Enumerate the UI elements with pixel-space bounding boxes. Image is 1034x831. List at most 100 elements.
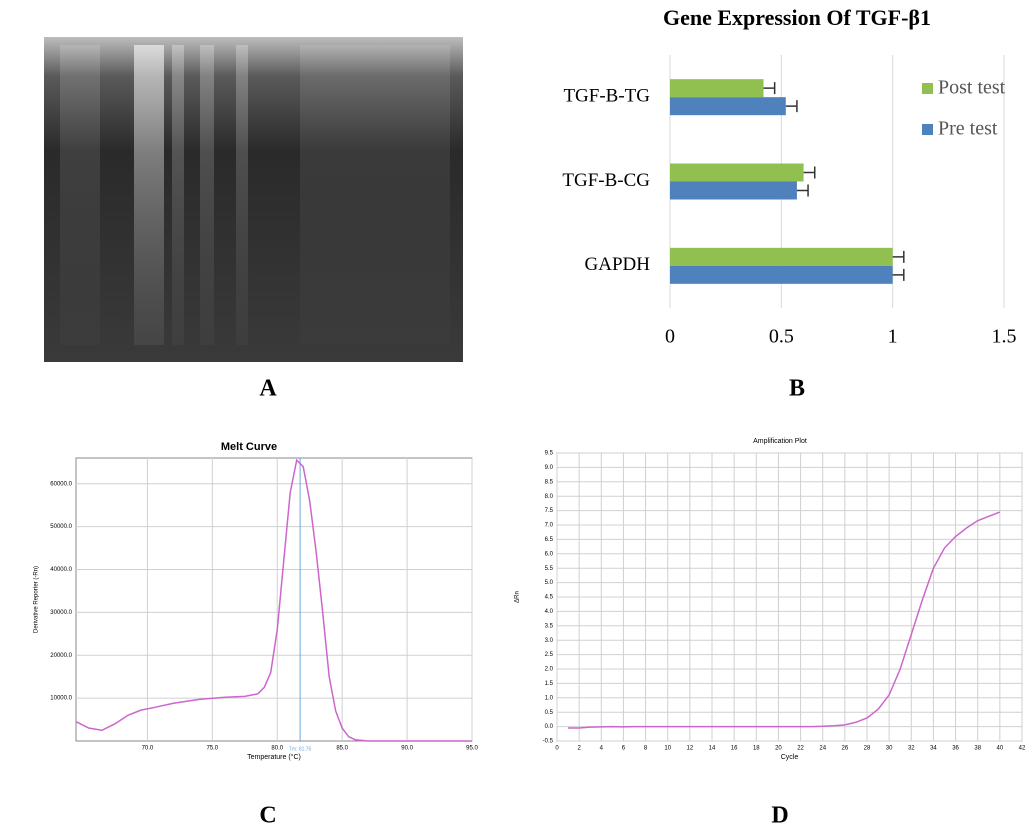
y-tick-label: 20000.0 [50,653,72,659]
chart-title: Gene Expression Of TGF-β1 [663,5,931,30]
panel-label: A [259,376,277,402]
y-tick-label: 10000.0 [50,696,72,702]
panel-label: B [789,376,805,402]
y-tick-label: 2.5 [545,652,554,658]
x-tick-label: 0 [555,746,559,752]
x-axis-label: Temperature (°C) [247,753,301,761]
gel-lane [200,45,214,345]
error-bar [785,100,798,113]
line-series [75,458,472,742]
x-axis-label: Cycle [781,754,799,761]
x-tick-label: 4 [600,746,604,752]
y-tick-label: 9.5 [545,451,554,457]
line-series [568,511,1001,729]
error-bar [892,250,905,263]
x-tick-label: 2 [577,746,581,752]
x-tick-label: 16 [731,746,738,752]
legend-label: Pre test [938,118,998,140]
x-tick-label: 26 [842,746,849,752]
legend-swatch [922,83,933,94]
x-tick-label: 32 [908,746,915,752]
y-axis-label: ΔRn [515,591,521,603]
x-tick-label: 95.0 [466,746,478,752]
x-tick-label: 0.5 [769,326,794,348]
x-tick-label: 18 [753,746,760,752]
y-tick-label: 1.0 [545,695,554,701]
y-tick-label: TGF-B-CG [562,170,650,191]
y-tick-label: 6.5 [545,537,554,543]
x-tick-label: 30 [886,746,893,752]
y-tick-label: 9.0 [545,465,554,471]
y-tick-label: 6.0 [545,551,554,557]
x-tick-label: 22 [797,746,804,752]
y-tick-label: 40000.0 [50,567,72,573]
x-tick-label: 10 [664,746,671,752]
x-tick-label: 40 [997,746,1004,752]
bar [670,163,804,182]
y-tick-label: 5.5 [545,566,554,572]
chart-title: Melt Curve [221,441,277,453]
error-bar [892,268,905,281]
gel-lane [300,45,450,345]
gel-lane [236,45,248,345]
x-tick-label: 12 [687,746,694,752]
y-axis-label: Derivative Reporter (-Rn) [34,566,40,633]
x-tick-label: 70.0 [142,746,154,752]
y-tick-label: 5.0 [545,580,554,586]
y-tick-label: 7.0 [545,523,554,529]
y-tick-label: 7.5 [545,508,554,514]
x-tick-label: 6 [622,746,626,752]
error-bar [763,82,776,95]
y-tick-label: 4.5 [545,595,554,601]
y-tick-label: 60000.0 [50,481,72,487]
gel-panel: A [44,37,463,402]
panel-label: D [771,803,788,829]
x-tick-label: 14 [709,746,716,752]
y-tick-label: 8.0 [545,494,554,500]
x-tick-label: 80.0 [271,746,283,752]
x-tick-label: 34 [930,746,937,752]
plot-area [75,457,473,742]
x-tick-label: 90.0 [401,746,413,752]
x-tick-label: 0 [665,326,675,348]
error-bar [796,184,809,197]
y-tick-label: 2.0 [545,667,554,673]
y-tick-label: 0.0 [545,724,554,730]
bar [670,247,893,266]
x-tick-label: 24 [819,746,826,752]
x-tick-label: 1 [888,326,898,348]
x-tick-label: 85.0 [336,746,348,752]
legend-swatch [922,124,933,135]
y-tick-label: 3.0 [545,638,554,644]
gel-lane [134,45,164,345]
y-tick-label: -0.5 [543,739,554,745]
bar [670,79,764,98]
y-tick-label: TGF-B-TG [563,86,650,107]
y-tick-label: 8.5 [545,479,554,485]
y-tick-label: GAPDH [585,254,651,275]
panel-label: C [259,803,276,829]
x-tick-label: 28 [864,746,871,752]
gel-lane [60,45,100,345]
y-tick-label: 30000.0 [50,610,72,616]
y-tick-label: 0.5 [545,710,554,716]
y-tick-label: 1.5 [545,681,554,687]
annotation-label: Tm: 81.76 [289,746,312,752]
x-tick-label: 38 [974,746,981,752]
x-tick-label: 1.5 [992,326,1017,348]
bar [670,265,893,284]
x-tick-label: 75.0 [206,746,218,752]
y-tick-label: 3.5 [545,623,554,629]
x-tick-label: 36 [952,746,959,752]
bar [670,97,786,116]
legend-label: Post test [938,77,1006,99]
chart-title: Amplification Plot [753,438,807,445]
y-tick-label: 4.0 [545,609,554,615]
gel-lane [172,45,184,345]
x-tick-label: 42 [1019,746,1026,752]
x-tick-label: 20 [775,746,782,752]
bar [670,181,797,200]
y-tick-label: 50000.0 [50,524,72,530]
error-bar [803,166,816,179]
